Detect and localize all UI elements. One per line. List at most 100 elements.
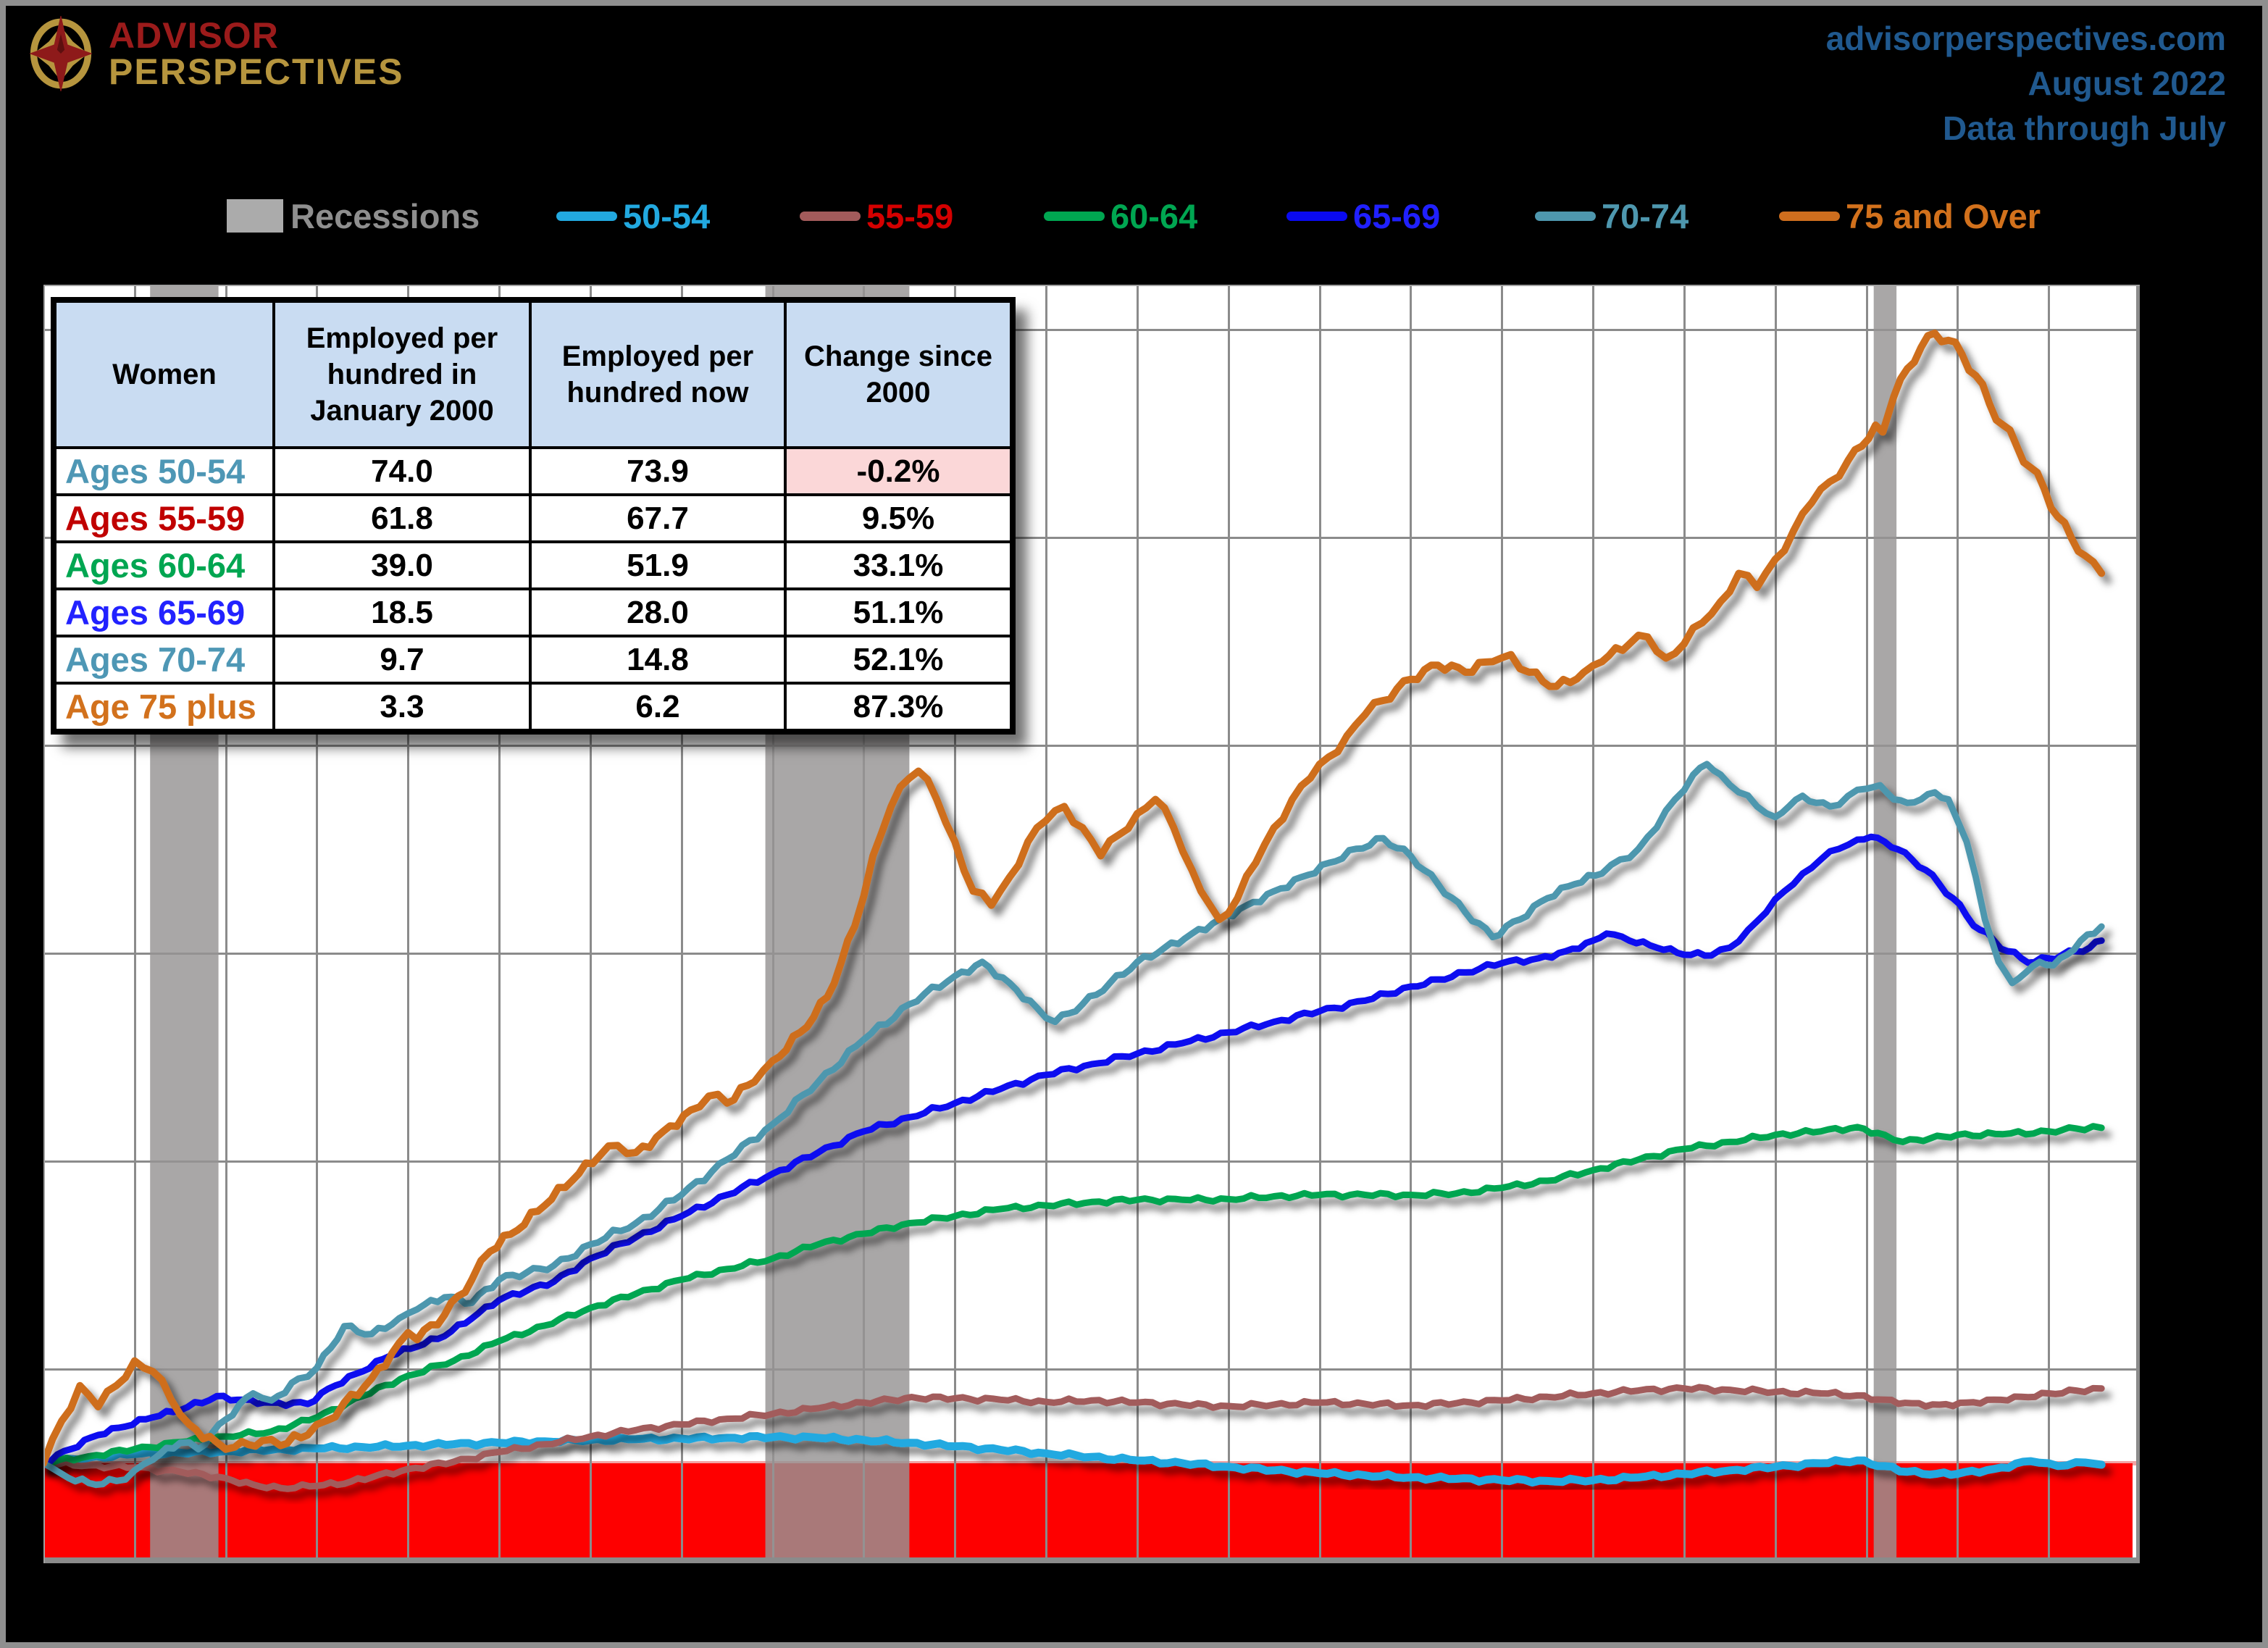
- masthead: advisorperspectives.com August 2022 Data…: [1826, 16, 2226, 151]
- vertical-gridline: [590, 285, 592, 1563]
- vertical-gridline: [225, 285, 227, 1563]
- row-label: Ages 60-64: [52, 540, 275, 590]
- horizontal-gridline: [43, 537, 2140, 539]
- issue-date: August 2022: [2028, 64, 2226, 102]
- row-label: Age 75 plus: [52, 682, 275, 733]
- vertical-gridline: [954, 285, 956, 1563]
- series-line-65-69: [43, 833, 2105, 1467]
- table-body: Ages 50-54 74.0 73.9 -0.2% Ages 55-59 61.8 67.…: [52, 446, 1014, 733]
- cell-now: 6.2: [529, 682, 787, 733]
- series-line-swatch: [1535, 211, 1596, 221]
- summary-table: Women Employed per hundred in January 200…: [51, 297, 1016, 735]
- vertical-gridline: [1592, 285, 1594, 1563]
- series-line-60-64: [43, 1123, 2105, 1467]
- vertical-gridline: [1683, 285, 1686, 1563]
- recession-swatch: [227, 199, 283, 233]
- legend-item-70-74: 70-74: [1535, 194, 1689, 238]
- cell-jan2000: 9.7: [272, 635, 532, 685]
- below-zero-area: [43, 1463, 2133, 1563]
- chart-legend: Recessions 50-54 55-59 60-64 65-69 70-74 75 an…: [0, 194, 2268, 238]
- series-line-swatch: [800, 211, 861, 221]
- site-url: advisorperspectives.com: [1825, 20, 2226, 57]
- legend-item-recessions: Recessions: [227, 194, 480, 238]
- legend-label: 70-74: [1602, 196, 1689, 235]
- horizontal-gridline: [43, 953, 2140, 955]
- vertical-gridline: [498, 285, 501, 1563]
- cell-jan2000: 61.8: [272, 493, 532, 543]
- series-line-50-54: [43, 1432, 2106, 1487]
- legend-label: 50-54: [623, 196, 711, 235]
- table-header-cell: Employed per hundred in January 2000: [272, 298, 532, 449]
- cell-change: 52.1%: [784, 635, 1014, 685]
- table-row: Ages 55-59 61.8 67.7 9.5%: [52, 493, 1014, 543]
- cell-now: 28.0: [529, 587, 787, 637]
- table-row: Age 75 plus 3.3 6.2 87.3%: [52, 682, 1014, 733]
- table-row: Ages 65-69 18.5 28.0 51.1%: [52, 587, 1014, 637]
- row-label: Ages 65-69: [52, 587, 275, 637]
- horizontal-gridline: [43, 1160, 2140, 1163]
- legend-item-75-and-over: 75 and Over: [1779, 194, 2041, 238]
- horizontal-gridline: [43, 329, 2140, 331]
- logo-text-perspectives: PERSPECTIVES: [109, 51, 404, 92]
- vertical-gridline: [1501, 285, 1503, 1563]
- cell-jan2000: 18.5: [272, 587, 532, 637]
- series-line-55-59: [43, 1384, 2105, 1492]
- vertical-gridline: [134, 285, 136, 1563]
- vertical-gridline: [1957, 285, 1959, 1563]
- vertical-gridline: [1410, 285, 1412, 1563]
- cell-jan2000: 39.0: [272, 540, 532, 590]
- table-row: Ages 60-64 39.0 51.9 33.1%: [52, 540, 1014, 590]
- logo-text-advisor: ADVISOR: [109, 15, 279, 56]
- table-header-cell: Employed per hundred now: [529, 298, 787, 449]
- series-line-swatch: [1044, 211, 1105, 221]
- cell-jan2000: 3.3: [272, 682, 532, 733]
- vertical-gridline: [2048, 285, 2050, 1563]
- vertical-gridline: [1319, 285, 1321, 1563]
- vertical-gridline: [681, 285, 683, 1563]
- table-header-cell: Women: [52, 298, 275, 449]
- cell-now: 51.9: [529, 540, 787, 590]
- recession-band: [1873, 285, 1897, 1563]
- vertical-gridline: [1775, 285, 1777, 1563]
- series-line-70-74: [43, 761, 2105, 1489]
- legend-item-65-69: 65-69: [1286, 194, 1440, 238]
- horizontal-gridline: [43, 1368, 2140, 1371]
- row-label: Ages 70-74: [52, 635, 275, 685]
- legend-label: 60-64: [1110, 196, 1198, 235]
- table-header-cell: Change since 2000: [784, 298, 1014, 449]
- vertical-gridline: [316, 285, 318, 1563]
- advisor-perspectives-logo: ADVISOR PERSPECTIVES: [23, 16, 403, 91]
- table-row: Ages 50-54 74.0 73.9 -0.2%: [52, 446, 1014, 496]
- series-line-swatch: [1286, 211, 1347, 221]
- row-label: Ages 50-54: [52, 446, 275, 496]
- cell-now: 67.7: [529, 493, 787, 543]
- series-line-swatch: [1779, 211, 1840, 221]
- vertical-gridline: [407, 285, 409, 1563]
- legend-label: 75 and Over: [1846, 196, 2041, 235]
- x-axis-line: [43, 1557, 2140, 1563]
- horizontal-gridline: [43, 745, 2140, 747]
- series-line-swatch: [556, 211, 617, 221]
- cell-change: 51.1%: [784, 587, 1014, 637]
- cell-now: 73.9: [529, 446, 787, 496]
- legend-label: Recessions: [290, 196, 480, 235]
- compass-rose-icon: [29, 16, 93, 91]
- vertical-gridline: [1228, 285, 1230, 1563]
- legend-label: 65-69: [1353, 196, 1441, 235]
- cell-change: 87.3%: [784, 682, 1014, 733]
- cell-change: -0.2%: [784, 446, 1014, 496]
- row-label: Ages 55-59: [52, 493, 275, 543]
- series-line-75-and-over: [43, 330, 2106, 1467]
- vertical-gridline: [1866, 285, 1868, 1563]
- cell-jan2000: 74.0: [272, 446, 532, 496]
- legend-item-50-54: 50-54: [556, 194, 710, 238]
- data-note: Data through July: [1942, 109, 2226, 147]
- cell-change: 33.1%: [784, 540, 1014, 590]
- legend-item-60-64: 60-64: [1044, 194, 1197, 238]
- legend-item-55-59: 55-59: [800, 194, 953, 238]
- cell-now: 14.8: [529, 635, 787, 685]
- table-row: Ages 70-74 9.7 14.8 52.1%: [52, 635, 1014, 685]
- cell-change: 9.5%: [784, 493, 1014, 543]
- legend-label: 55-59: [866, 196, 954, 235]
